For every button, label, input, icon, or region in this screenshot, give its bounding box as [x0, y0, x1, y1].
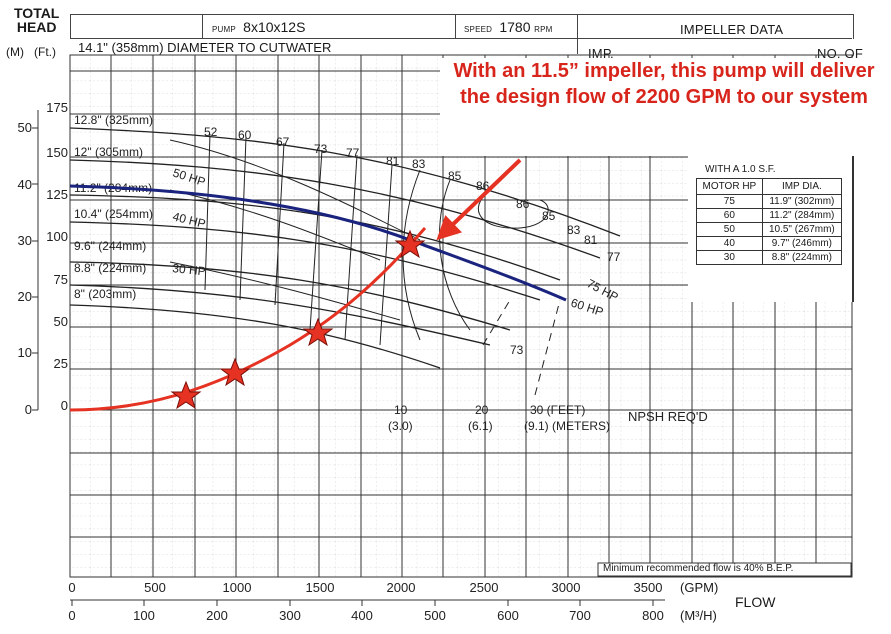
svg-text:9.6" (244mm): 9.6" (244mm) — [74, 239, 146, 253]
svg-text:10: 10 — [394, 403, 408, 417]
svg-text:20: 20 — [18, 289, 32, 304]
pump-field: PUMP 8x10x12S — [212, 19, 305, 35]
svg-text:30 HP: 30 HP — [172, 261, 207, 278]
svg-text:30 (FEET): 30 (FEET) — [530, 403, 585, 417]
table-row: 30 8.8" (224mm) — [696, 250, 843, 265]
motor-table-title: WITH A 1.0 S.F. — [705, 164, 776, 175]
svg-text:2500: 2500 — [470, 580, 499, 595]
svg-text:0: 0 — [61, 398, 68, 413]
table-row: 60 11.2" (284mm) — [696, 208, 843, 223]
star-marker — [302, 317, 334, 347]
y-axis-units: (M) (Ft.) — [6, 45, 56, 59]
svg-text:600: 600 — [497, 608, 519, 623]
svg-text:0: 0 — [25, 402, 32, 417]
callout-text: With an 11.5” impeller, this pump will d… — [440, 58, 888, 156]
svg-text:85: 85 — [542, 209, 556, 223]
m3h-unit: (M³/H) — [680, 608, 717, 623]
pump-model: 8x10x12S — [243, 19, 306, 35]
svg-text:77: 77 — [346, 146, 360, 160]
npsh-label: NPSH REQ'D — [628, 409, 708, 424]
y-tick-175: 175 — [46, 100, 68, 115]
table-row: 40 9.7" (246mm) — [696, 236, 843, 251]
svg-text:40: 40 — [18, 177, 32, 192]
svg-text:83: 83 — [412, 157, 426, 171]
svg-text:8.8" (224mm): 8.8" (224mm) — [74, 261, 146, 275]
svg-text:52: 52 — [204, 125, 218, 139]
svg-text:50: 50 — [18, 120, 32, 135]
star-marker — [394, 229, 426, 259]
svg-text:73: 73 — [314, 142, 328, 156]
svg-text:2000: 2000 — [387, 580, 416, 595]
svg-text:77: 77 — [607, 250, 621, 264]
y-title-line1: TOTAL — [14, 5, 60, 21]
svg-text:3500: 3500 — [634, 580, 663, 595]
star-marker — [170, 380, 202, 410]
svg-text:83: 83 — [567, 223, 581, 237]
svg-text:(6.1): (6.1) — [468, 419, 493, 433]
system-curve — [69, 227, 427, 412]
svg-text:150: 150 — [46, 145, 68, 160]
svg-text:700: 700 — [569, 608, 591, 623]
svg-text:3000: 3000 — [552, 580, 581, 595]
svg-text:1500: 1500 — [306, 580, 335, 595]
y-axis-title: TOTAL HEAD — [14, 6, 59, 34]
imp-dia-header: IMP DIA. — [761, 178, 843, 195]
gpm-unit: (GPM) — [680, 580, 719, 595]
impeller-data-title: IMPELLER DATA — [680, 22, 784, 37]
svg-text:10: 10 — [18, 345, 32, 360]
flow-label: FLOW — [735, 594, 776, 610]
svg-text:(3.0): (3.0) — [388, 419, 413, 433]
svg-text:8" (203mm): 8" (203mm) — [74, 287, 136, 301]
svg-text:10.4" (254mm): 10.4" (254mm) — [74, 207, 153, 221]
svg-text:50: 50 — [54, 314, 68, 329]
svg-text:85: 85 — [448, 169, 462, 183]
svg-text:30: 30 — [18, 233, 32, 248]
svg-text:(9.1) (METERS): (9.1) (METERS) — [524, 419, 610, 433]
svg-text:0: 0 — [68, 608, 75, 623]
svg-text:200: 200 — [206, 608, 228, 623]
svg-text:86: 86 — [516, 197, 530, 211]
y-title-line2: HEAD — [16, 19, 57, 35]
speed-value: 1780 — [499, 19, 531, 35]
svg-text:86: 86 — [476, 179, 490, 193]
svg-text:67: 67 — [276, 135, 290, 149]
svg-text:100: 100 — [133, 608, 155, 623]
callout-arrow — [436, 158, 522, 241]
svg-text:25: 25 — [54, 356, 68, 371]
svg-text:12" (305mm): 12" (305mm) — [74, 145, 143, 159]
speed-unit: RPM — [534, 25, 553, 34]
svg-text:0: 0 — [68, 580, 75, 595]
svg-text:81: 81 — [386, 154, 400, 168]
min-flow-note: Minimum recommended flow is 40% B.E.P. — [603, 563, 794, 574]
svg-text:75: 75 — [54, 272, 68, 287]
impeller-11-5-curve — [69, 184, 567, 302]
table-row: 50 10.5" (267mm) — [696, 222, 843, 237]
speed-field: SPEED 1780 RPM — [464, 19, 553, 35]
svg-text:81: 81 — [584, 233, 598, 247]
svg-text:100: 100 — [46, 229, 68, 244]
cutwater-note: 14.1" (358mm) DIAMETER TO CUTWATER — [78, 40, 332, 55]
svg-text:300: 300 — [279, 608, 301, 623]
svg-text:800: 800 — [642, 608, 664, 623]
svg-text:500: 500 — [144, 580, 166, 595]
svg-text:20: 20 — [475, 403, 489, 417]
svg-text:400: 400 — [351, 608, 373, 623]
svg-text:60: 60 — [238, 128, 252, 142]
svg-text:73: 73 — [510, 343, 524, 357]
speed-label: SPEED — [464, 25, 493, 34]
motor-hp-header: MOTOR HP — [696, 178, 763, 195]
svg-text:1000: 1000 — [223, 580, 252, 595]
table-row: 75 11.9" (302mm) — [696, 194, 843, 209]
motor-table: MOTOR HP IMP DIA. 75 11.9" (302mm) 60 11.2… — [696, 178, 843, 265]
svg-text:500: 500 — [424, 608, 446, 623]
svg-text:12.8" (325mm): 12.8" (325mm) — [74, 113, 153, 127]
header-box — [70, 14, 854, 39]
svg-text:125: 125 — [46, 187, 68, 202]
star-marker — [219, 357, 251, 387]
pump-label: PUMP — [212, 25, 236, 34]
